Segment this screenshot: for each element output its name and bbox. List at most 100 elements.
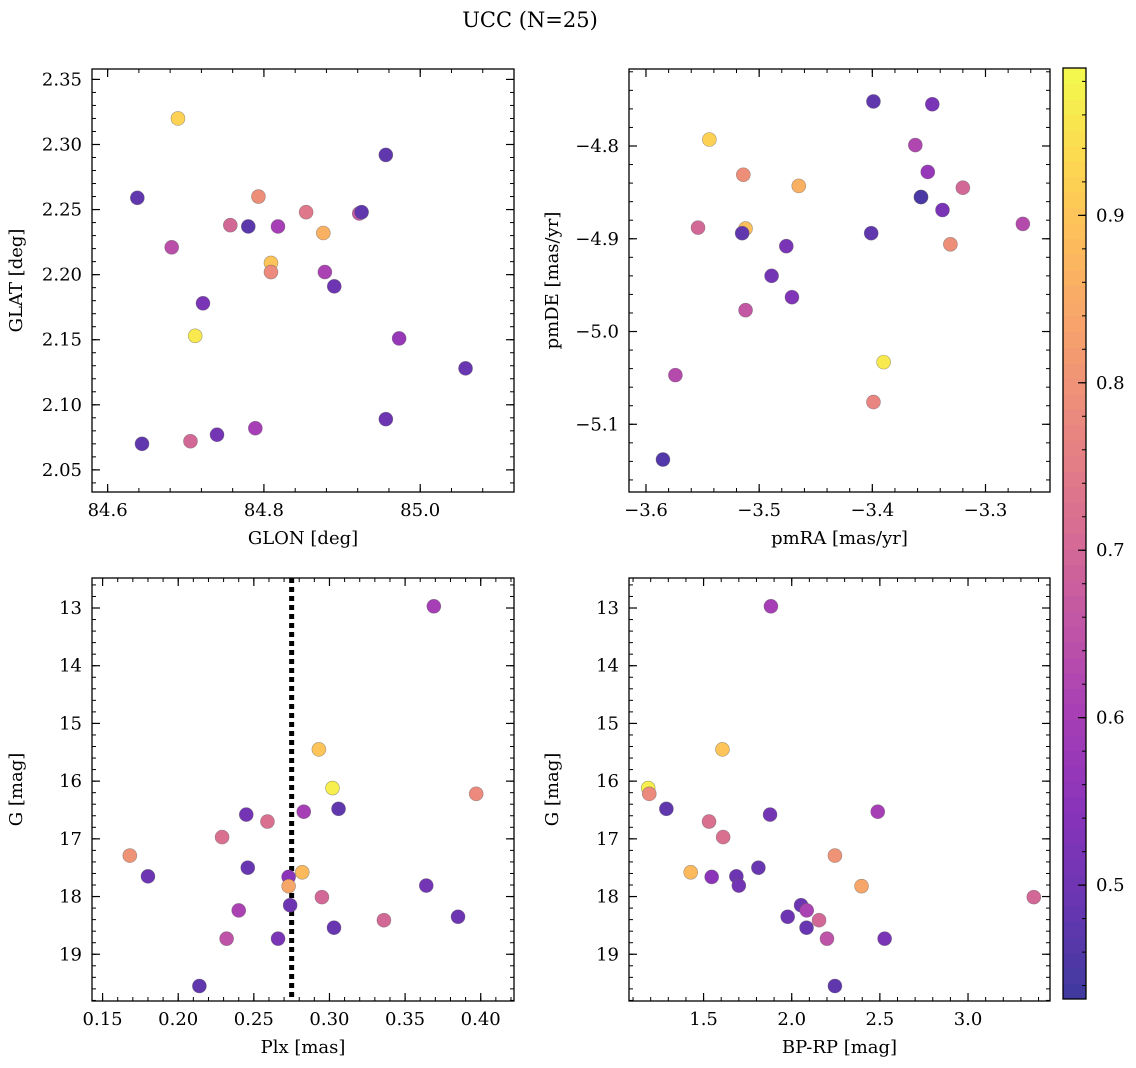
data-point <box>195 295 211 311</box>
data-point <box>935 202 950 218</box>
data-point <box>219 931 234 946</box>
x-axis-label: BP-RP [mag] <box>782 1037 897 1058</box>
data-point <box>762 807 778 822</box>
colorbar-segment <box>1063 579 1086 597</box>
data-point <box>294 865 310 880</box>
data-point <box>943 237 958 252</box>
colorbar-segment <box>1063 610 1086 628</box>
data-point <box>877 931 892 946</box>
data-point <box>192 978 207 994</box>
y-tick-label: 16 <box>596 771 619 792</box>
colorbar-segment <box>1063 688 1086 705</box>
x-tick-label: 1.5 <box>689 1009 718 1030</box>
data-point <box>209 427 225 443</box>
data-point <box>920 164 936 180</box>
colorbar-segment <box>1063 982 1086 1000</box>
colorbar-segment <box>1063 191 1086 209</box>
data-point <box>1015 216 1031 232</box>
colorbar-segment <box>1063 734 1086 752</box>
colorbar-frame <box>1062 67 1087 1000</box>
data-point <box>164 240 180 255</box>
y-tick-label: 17 <box>596 829 619 850</box>
data-point <box>317 264 333 280</box>
x-tick-label: 0.25 <box>234 1009 274 1030</box>
colorbar-segment <box>1063 284 1086 302</box>
y-tick-label: 18 <box>596 887 619 908</box>
x-tick-label: −3.3 <box>964 500 1008 521</box>
data-point <box>715 742 730 757</box>
y-tick-label: 2.35 <box>42 69 82 90</box>
colorbar-segment <box>1063 331 1086 348</box>
data-point <box>170 111 186 126</box>
data-point <box>704 869 719 885</box>
data-point <box>780 909 795 925</box>
data-point <box>326 920 342 936</box>
plot-frame <box>91 68 515 493</box>
colorbar-segment <box>1063 750 1086 767</box>
y-tick-label: 19 <box>596 944 619 965</box>
colorbar-segment <box>1063 781 1086 798</box>
data-point <box>298 204 314 220</box>
colorbar-segment <box>1063 672 1086 690</box>
colorbar-segment <box>1063 595 1086 612</box>
x-tick-label: 84.6 <box>88 500 128 521</box>
data-point <box>354 204 369 220</box>
colorbar-segment <box>1063 796 1086 814</box>
x-tick-label: 0.35 <box>385 1009 425 1030</box>
colorbar-segment <box>1063 439 1086 457</box>
x-tick-label: −3.6 <box>624 500 668 521</box>
x-tick-label: 85.0 <box>400 500 440 521</box>
data-point <box>668 367 683 383</box>
data-point <box>326 279 342 294</box>
colorbar-tick-label: 0.6 <box>1096 708 1125 729</box>
data-point <box>296 804 312 820</box>
x-tick-label: −3.5 <box>737 500 781 521</box>
data-point <box>270 931 286 946</box>
data-point <box>731 878 747 893</box>
data-point <box>458 361 473 376</box>
data-point <box>870 804 886 820</box>
colorbar-segment <box>1063 641 1086 659</box>
colorbar-segment <box>1063 253 1086 271</box>
x-tick-label: 0.40 <box>461 1009 501 1030</box>
y-tick-label: 19 <box>59 944 82 965</box>
colorbar-segment <box>1063 501 1086 519</box>
data-point <box>248 420 263 436</box>
data-point <box>827 978 843 994</box>
colorbar-segment <box>1063 486 1086 503</box>
data-point <box>690 220 706 235</box>
panel-2: −3.6 −3.5 −3.4 −3.3 −5.1 −5.0 −4.9 −4.8 pmRA [ma… <box>542 68 1051 549</box>
data-point <box>854 878 869 894</box>
x-tick-label: −3.4 <box>850 500 894 521</box>
x-tick-label: 0.20 <box>158 1009 198 1030</box>
data-point <box>314 889 330 905</box>
colorbar-segment <box>1063 145 1086 162</box>
colorbar-segment <box>1063 424 1086 441</box>
colorbar-segment <box>1063 377 1086 395</box>
y-tick-label: 15 <box>59 713 82 734</box>
x-tick-label: 3.0 <box>954 1009 983 1030</box>
data-point <box>763 598 779 614</box>
panel-1: 84.6 84.8 85.0 2.05 2.10 2.15 2.20 2.25 2.30 2.35… <box>6 68 515 549</box>
colorbar-segment <box>1063 300 1086 317</box>
data-point <box>738 302 753 318</box>
y-tick-label: 2.30 <box>42 134 82 155</box>
data-point <box>251 189 266 204</box>
data-point <box>811 912 827 928</box>
x-tick-label: 0.15 <box>83 1009 123 1030</box>
colorbar-segment <box>1063 967 1086 984</box>
data-point <box>734 225 750 241</box>
colorbar-segment <box>1063 827 1086 845</box>
data-point <box>240 860 256 875</box>
colorbar-segment <box>1063 626 1086 643</box>
colorbar-tick-label: 0.8 <box>1096 373 1125 394</box>
data-point <box>701 814 717 829</box>
x-tick-label: 0.30 <box>309 1009 349 1030</box>
colorbar: 0.5 0.6 0.7 0.8 0.9 <box>1062 67 1125 1000</box>
colorbar-segment <box>1063 83 1086 100</box>
colorbar-segment <box>1063 843 1086 860</box>
data-point <box>325 780 340 796</box>
y-tick-label: −4.8 <box>575 136 619 157</box>
x-tick-label: 84.8 <box>244 500 284 521</box>
colorbar-segment <box>1063 207 1086 224</box>
